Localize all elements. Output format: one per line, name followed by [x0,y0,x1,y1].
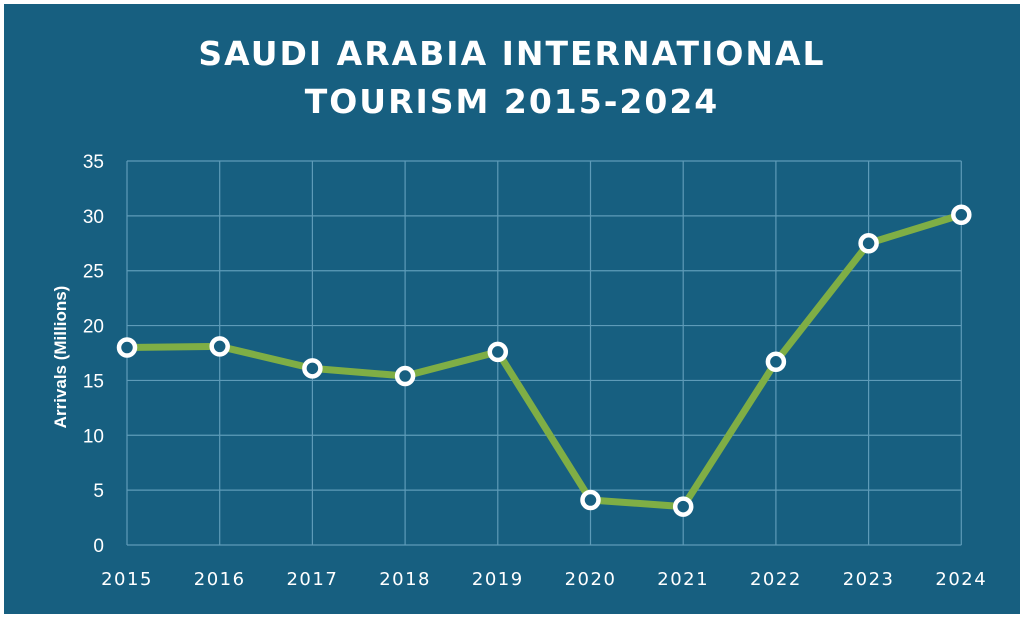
data-point-2017 [302,358,323,379]
x-tick-label: 2023 [843,569,895,590]
y-tick-label: 30 [83,207,104,228]
y-tick-label: 0 [93,536,104,557]
x-tick-label: 2021 [657,569,709,590]
y-tick-label: 5 [93,481,104,502]
line-chart: 0 5 10 15 20 25 30 35 2015 2016 2017 2018 2019 2020 2… [51,152,987,590]
data-point-2018 [394,365,416,387]
chart-title-line2: TOURISM 2015-2024 [304,82,720,121]
data-point-2015 [116,337,138,358]
chart-title: SAUDI ARABIA INTERNATIONAL TOURISM 2015-… [4,30,1020,126]
x-tick-label: 2020 [565,569,617,590]
y-tick-label: 35 [83,152,104,173]
x-tick-label: 2017 [286,569,338,590]
series-line [126,211,963,511]
y-axis-label: Arrivals (Millions) [51,286,70,429]
x-tick-label: 2019 [472,569,524,590]
data-point-2019 [487,341,509,363]
chart-title-line1: SAUDI ARABIA INTERNATIONAL [198,34,826,73]
data-point-2020 [580,489,601,511]
data-point-2023 [858,233,879,254]
data-point-2021 [672,496,694,517]
x-tick-label: 2024 [935,569,987,590]
y-tick-label: 25 [83,262,104,283]
y-tick-label: 10 [83,426,104,447]
data-point-2022 [765,351,787,373]
data-point-2016 [209,336,230,357]
y-tick-label: 20 [83,317,104,338]
x-tick-label: 2022 [750,569,802,590]
chart-frame: SAUDI ARABIA INTERNATIONAL TOURISM 2015-… [4,4,1020,614]
x-tick-label: 2016 [194,569,246,590]
x-tick-label: 2015 [101,569,153,590]
y-tick-label: 15 [83,371,104,392]
data-point-2024 [951,204,972,226]
x-tick-label: 2018 [379,569,431,590]
